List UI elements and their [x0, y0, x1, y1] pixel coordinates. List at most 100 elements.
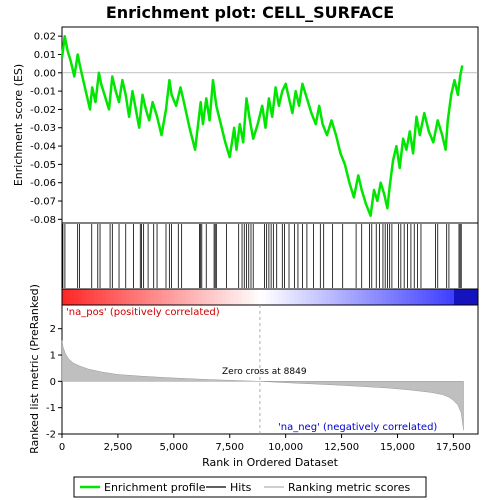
color-bar-segment — [122, 289, 127, 305]
hits-panel-frame — [61, 222, 479, 290]
x-tick-label: 12,500 — [324, 442, 359, 453]
color-bar-segment — [258, 289, 263, 305]
color-bar-segment — [354, 289, 359, 305]
color-bar-segment — [450, 289, 455, 305]
color-bar-segment — [142, 289, 147, 305]
color-bar-segment — [82, 289, 87, 305]
color-bar-segment — [126, 289, 131, 305]
color-bar-segment — [326, 289, 331, 305]
color-bar-segment — [470, 289, 475, 305]
color-bar-segment — [74, 289, 79, 305]
color-bar-segment — [162, 289, 167, 305]
color-bar-segment — [434, 289, 439, 305]
color-bar-segment — [150, 289, 155, 305]
x-axis-label: Rank in Ordered Dataset — [202, 456, 339, 469]
color-bar-segment — [350, 289, 355, 305]
color-bar-segment — [346, 289, 351, 305]
color-bar-segment — [134, 289, 139, 305]
color-bar-segment — [70, 289, 75, 305]
x-axis: 0 2,500 5,000 7,500 10,000 12,500 15,000 17,500 — [59, 434, 471, 453]
hits-group — [62, 224, 462, 288]
color-bar-segment — [466, 289, 471, 305]
color-bar-segment — [406, 289, 411, 305]
color-bar-segment — [430, 289, 435, 305]
color-bar-segment — [410, 289, 415, 305]
color-bar-segment — [218, 289, 223, 305]
color-bar-segment — [342, 289, 347, 305]
color-bar-segment — [338, 289, 343, 305]
color-bar-segment — [302, 289, 307, 305]
color-bar-segment — [130, 289, 135, 305]
color-bar-segment — [242, 289, 247, 305]
color-bar-segment — [138, 289, 143, 305]
color-bar-segment — [382, 289, 387, 305]
color-bar-segment — [442, 289, 447, 305]
metric-y-tick-label: -1 — [46, 403, 56, 414]
enrichment-profile-line — [60, 34, 464, 217]
color-bar-segment — [118, 289, 123, 305]
color-bar-segment — [214, 289, 219, 305]
es-y-tick-label: -0.02 — [30, 105, 56, 116]
color-bar-segment — [262, 289, 267, 305]
color-bar-segment — [322, 289, 327, 305]
color-bar-segment — [270, 289, 275, 305]
color-bar-segment — [330, 289, 335, 305]
color-bar-segment — [106, 289, 111, 305]
zero-cross-label: Zero cross at 8849 — [222, 367, 307, 377]
es-y-tick-label: -0.06 — [30, 178, 56, 189]
color-bar-segment — [394, 289, 399, 305]
color-bar-segment — [198, 289, 203, 305]
rank-color-bar — [62, 289, 479, 305]
color-bar-segment — [66, 289, 71, 305]
color-bar-segment — [190, 289, 195, 305]
color-bar-segment — [274, 289, 279, 305]
color-bar-segment — [306, 289, 311, 305]
color-bar-segment — [362, 289, 367, 305]
color-bar-segment — [414, 289, 419, 305]
es-line-group — [60, 34, 464, 217]
color-bar-segment — [454, 289, 459, 305]
pos-correlated-label: 'na_pos' (positively correlated) — [66, 307, 220, 318]
color-bar-segment — [110, 289, 115, 305]
metric-y-axis-label: Ranked list metric (PreRanked) — [28, 284, 41, 454]
color-bar-segment — [202, 289, 207, 305]
ranking-metric-area — [61, 340, 464, 431]
color-bar-segment — [254, 289, 259, 305]
color-bar-segment — [114, 289, 119, 305]
color-bar-segment — [230, 289, 235, 305]
x-tick-label: 5,000 — [160, 442, 189, 453]
color-bar-segment — [186, 289, 191, 305]
color-bar-segment — [222, 289, 227, 305]
color-bar-segment — [426, 289, 431, 305]
color-bar-segment — [62, 289, 67, 305]
color-bar-segment — [154, 289, 159, 305]
color-bar-segment — [146, 289, 151, 305]
es-y-tick-label: -0.08 — [30, 215, 56, 226]
es-y-tick-label: -0.04 — [30, 142, 56, 153]
color-bar-segment — [174, 289, 179, 305]
color-bar-segment — [462, 289, 467, 305]
es-y-tick-label: -0.03 — [30, 123, 56, 134]
color-bar-segment — [250, 289, 255, 305]
color-bar-segment — [206, 289, 211, 305]
color-bar-segment — [294, 289, 299, 305]
color-bar-segment — [418, 289, 423, 305]
color-bar-segment — [170, 289, 175, 305]
metric-y-axis: 2 1 0 -1 -2 — [46, 324, 62, 441]
color-bar-segment — [182, 289, 187, 305]
legend-label-metric: Ranking metric scores — [288, 481, 410, 494]
legend-label-hits: Hits — [230, 481, 252, 494]
chart-title: Enrichment plot: CELL_SURFACE — [106, 3, 394, 22]
color-bar-segment — [458, 289, 463, 305]
color-bar-segment — [370, 289, 375, 305]
color-bar-segment — [366, 289, 371, 305]
color-bar-segment — [178, 289, 183, 305]
es-y-tick-label: 0.01 — [34, 50, 56, 61]
color-bar-segment — [226, 289, 231, 305]
color-bar-segment — [402, 289, 407, 305]
es-y-axis-label: Enrichment score (ES) — [12, 64, 25, 186]
color-bar-segment — [398, 289, 403, 305]
x-tick-label: 10,000 — [268, 442, 303, 453]
color-bar-segment — [278, 289, 283, 305]
